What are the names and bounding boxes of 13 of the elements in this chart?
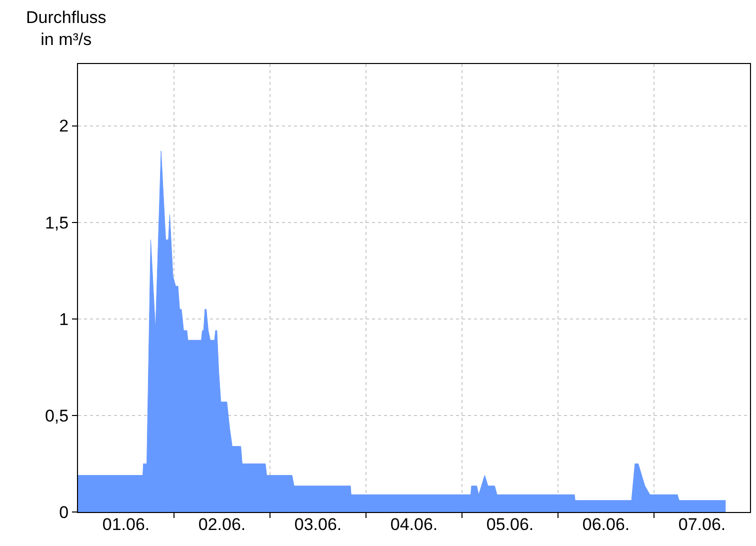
y-tick-label: 2 bbox=[59, 116, 69, 136]
x-tick-label: 02.06. bbox=[198, 515, 246, 534]
y-axis-title: Durchfluss in m³/s bbox=[26, 8, 106, 50]
y-tick-label: 0 bbox=[59, 502, 69, 522]
x-tick-label: 03.06. bbox=[294, 515, 342, 534]
y-tick-label: 0,5 bbox=[44, 406, 69, 426]
x-tick-label: 06.06. bbox=[582, 515, 630, 534]
y-tick-label: 1 bbox=[59, 310, 69, 329]
x-tick-label: 07.06. bbox=[678, 515, 726, 534]
y-tick-label: 1,5 bbox=[44, 213, 69, 232]
x-tick-label: 05.06. bbox=[486, 515, 534, 534]
x-tick-label: 01.06. bbox=[102, 515, 150, 534]
x-tick-label: 04.06. bbox=[390, 515, 438, 534]
